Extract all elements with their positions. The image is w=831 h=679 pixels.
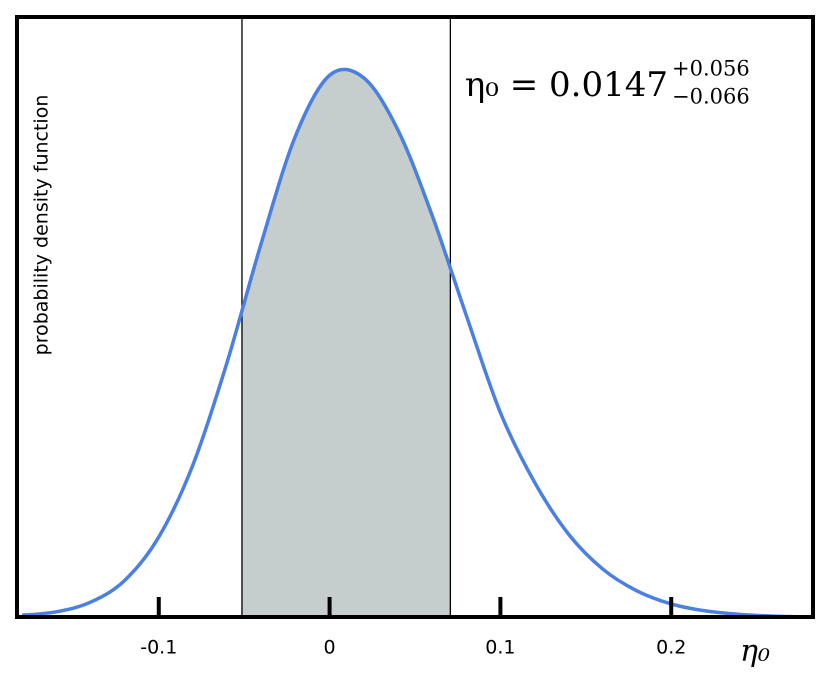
x-tick-label: 0 bbox=[324, 637, 336, 659]
plot-frame bbox=[15, 15, 815, 619]
x-tick-label: 0.2 bbox=[656, 637, 686, 659]
x-axis-label: η₀ bbox=[740, 634, 770, 669]
x-tick-label: 0.1 bbox=[485, 637, 515, 659]
annotation: η₀ = 0.0147 bbox=[465, 65, 668, 105]
x-tick-label: -0.1 bbox=[140, 637, 177, 659]
y-axis-label: probability density function bbox=[31, 95, 53, 356]
annotation-lower: −0.066 bbox=[672, 85, 750, 109]
interval-area bbox=[241, 69, 451, 617]
density-curve bbox=[21, 67, 808, 619]
annotation-upper: +0.056 bbox=[672, 57, 750, 81]
